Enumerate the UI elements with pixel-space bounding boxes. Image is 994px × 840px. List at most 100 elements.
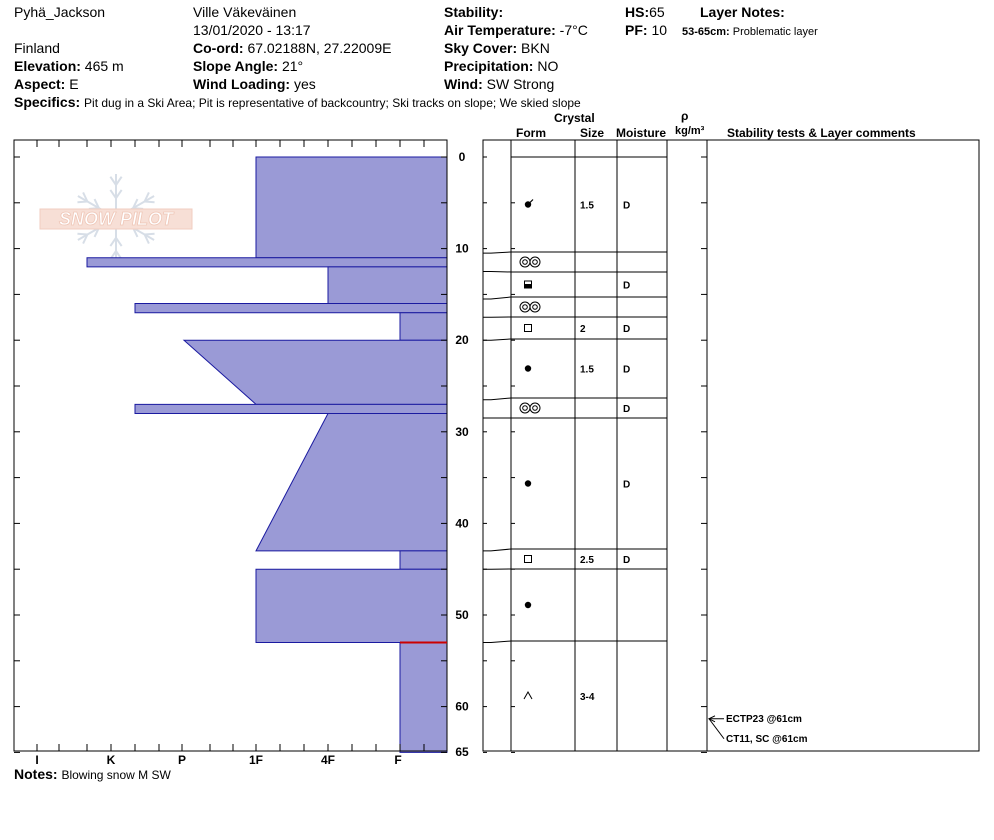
- stability-field: Stability:: [444, 4, 503, 21]
- depth-label: 0: [459, 150, 466, 164]
- elevation-label: Elevation:: [14, 58, 81, 74]
- snowflake-branch: [115, 189, 123, 199]
- moisture-value: D: [623, 365, 630, 376]
- moisture-header: Moisture: [616, 126, 667, 140]
- grain-form-icon: [524, 601, 532, 609]
- pf-label: PF:: [625, 22, 648, 38]
- grain-form-icon: [519, 301, 541, 313]
- sky-cover-field: Sky Cover: BKN: [444, 40, 550, 57]
- slope-value: 21°: [281, 58, 304, 74]
- layer-connector: [483, 271, 512, 273]
- ring-icon: [532, 405, 538, 411]
- hardness-segment: [134, 303, 448, 314]
- ring-icon: [529, 256, 541, 268]
- layer-connector: [483, 338, 512, 341]
- depth-label: 40: [455, 516, 469, 530]
- snowflake-branch: [77, 200, 88, 204]
- hardness-label: P: [178, 753, 186, 767]
- size-header: Size: [580, 126, 605, 140]
- snowflake-branch: [132, 198, 139, 209]
- snowflake-branch: [144, 200, 155, 204]
- stability-label: Stability:: [444, 4, 504, 20]
- location-name: Pyhä_Jackson: [14, 4, 106, 20]
- grain-size: 3-4: [580, 692, 595, 703]
- pf-value: 10: [651, 22, 668, 38]
- wind-value: SW Strong: [486, 76, 555, 92]
- rounded-grain-icon: [524, 480, 532, 487]
- depth-label: 50: [455, 608, 469, 622]
- logo-text: SNOW PILOT: [59, 209, 175, 229]
- snowflake-branch: [143, 234, 150, 244]
- layer-note-text: Problematic layer: [732, 26, 818, 38]
- grain-form-icon: [524, 199, 534, 208]
- wind-loading-label: Wind Loading:: [193, 76, 291, 92]
- hardness-segment: [399, 550, 448, 570]
- moisture-value: D: [623, 201, 630, 212]
- air-temp-value: -7°C: [559, 22, 588, 38]
- moisture-value: D: [623, 281, 630, 292]
- ring-icon: [519, 301, 531, 313]
- grain-size: 1.5: [580, 365, 594, 376]
- slope-label: Slope Angle:: [193, 58, 279, 74]
- ring-icon: [522, 405, 528, 411]
- form-header: Form: [516, 126, 546, 140]
- precipitation-field: Precipitation: NO: [444, 58, 558, 75]
- grain-form-icon: [524, 480, 532, 487]
- snowflake-branch: [115, 176, 123, 186]
- grain-form-icon: [523, 690, 533, 700]
- wind-label: Wind:: [444, 76, 483, 92]
- hardness-segment: [182, 339, 448, 405]
- moisture-value: D: [623, 480, 630, 491]
- square-fill-icon: [524, 284, 532, 288]
- grain-form-icon: [524, 324, 532, 332]
- hardness-axis-labels: I K P 1F 4F F: [35, 753, 401, 767]
- aspect-label: Aspect:: [14, 76, 66, 92]
- grain-form-icon: [524, 365, 532, 372]
- stability-tests: ECTP23 @61cm CT11, SC @61cm: [707, 714, 808, 745]
- wind-loading-value: yes: [293, 76, 316, 92]
- layer-note-depth: 53-65cm:: [682, 26, 730, 38]
- slope-field: Slope Angle: 21°: [193, 58, 303, 75]
- grain-size: 2: [580, 324, 586, 335]
- wind-field: Wind: SW Strong: [444, 76, 554, 93]
- snowflake-branch: [82, 234, 89, 244]
- snowflake-branch: [115, 237, 123, 247]
- density-unit-header: kg/m³: [675, 125, 705, 137]
- notes-value: Blowing snow M SW: [61, 768, 171, 782]
- stability-comments-header: Stability tests & Layer comments: [727, 126, 916, 140]
- hardness-segment: [399, 641, 448, 753]
- depth-label: 65: [455, 745, 469, 759]
- hardness-label: I: [35, 753, 38, 767]
- table-depth-ticks: [483, 156, 707, 753]
- precipitation-value: NO: [537, 58, 559, 74]
- layer-connector: [483, 296, 512, 300]
- sky-cover-label: Sky Cover:: [444, 40, 518, 56]
- layer-connector: [483, 251, 512, 254]
- layer-connector: [483, 640, 512, 643]
- snowflake-branch: [109, 237, 117, 247]
- layer-connector: [483, 397, 512, 401]
- specifics-label: Specifics:: [14, 94, 81, 110]
- hardness-segment: [399, 312, 448, 341]
- depth-label: 20: [455, 333, 469, 347]
- coord-field: Co-ord: 67.02188N, 27.22009E: [193, 40, 391, 57]
- grain-size: 1.5: [580, 201, 594, 212]
- facet-square-icon: [524, 324, 532, 332]
- layer-connector: [483, 548, 512, 552]
- depth-hoar-icon: [523, 690, 533, 700]
- moisture-value: D: [623, 324, 630, 335]
- hardness-segment: [255, 412, 448, 552]
- coord-label: Co-ord:: [193, 40, 244, 56]
- hardness-axis-ticks: [14, 140, 447, 753]
- snowflake-branch: [82, 192, 89, 202]
- specifics-value: Pit dug in a Ski Area; Pit is representa…: [84, 96, 581, 110]
- layer-rows: 1.5 D D 2 D 1.5 D D D 2.5 D 3-4: [483, 156, 667, 703]
- hardness-label: 1F: [249, 753, 263, 767]
- hardness-segment: [86, 257, 448, 268]
- elevation-value: 465 m: [84, 58, 124, 74]
- depth-label: 30: [455, 425, 469, 439]
- rho-header: ρ: [681, 109, 689, 123]
- rounded-grain-icon: [524, 601, 532, 609]
- hardness-label: K: [107, 753, 116, 767]
